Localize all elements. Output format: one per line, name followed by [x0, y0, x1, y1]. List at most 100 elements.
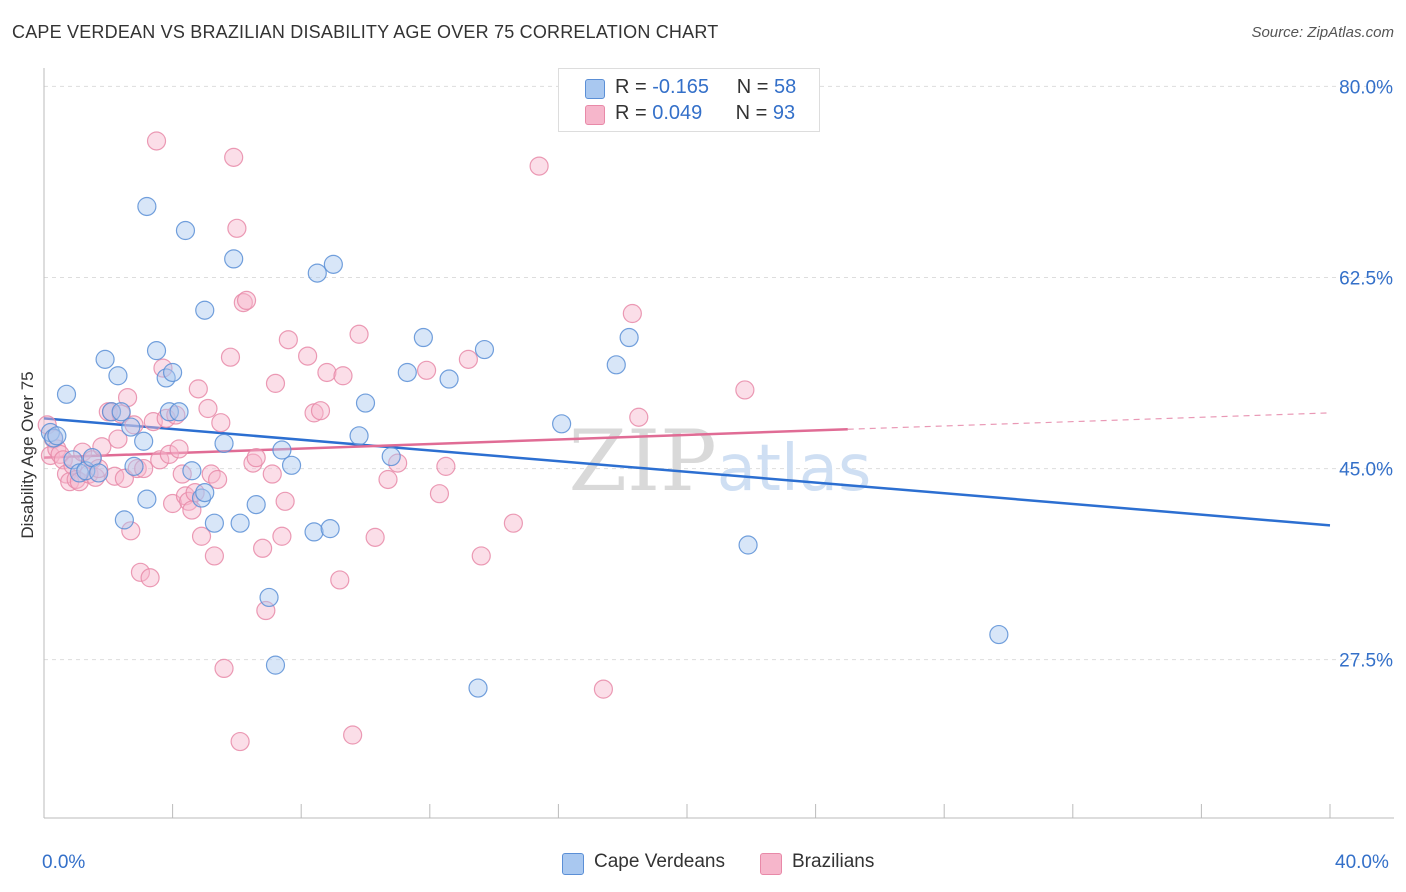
brazilian-point: [265, 373, 286, 393]
legend-r-label: R =: [615, 76, 647, 98]
cape-verdean-point: [349, 426, 369, 446]
cape-verdean-point: [114, 510, 134, 530]
watermark-atlas: atlas: [717, 432, 872, 506]
cape-verdean-point: [474, 339, 495, 360]
cape-verdean-point: [204, 513, 224, 533]
cape-verdean-point: [397, 362, 417, 383]
cape-verdean-point: [989, 624, 1009, 645]
cape-verdean-point: [606, 355, 626, 375]
cape-verdean-point: [281, 455, 302, 475]
cape-verdean-point: [134, 431, 154, 451]
brazilian-point: [429, 484, 450, 504]
legend-r-value: 0.049: [652, 102, 703, 124]
brazilian-point: [211, 413, 231, 433]
cape-verdean-point: [137, 196, 157, 217]
y-tick-labels: 27.5% 45.0% 62.5% 80.0%: [1339, 77, 1393, 671]
brazilian-trend-extension: [847, 412, 1331, 430]
brazilian-point: [471, 546, 491, 566]
watermark-zip: ZIP: [569, 412, 717, 510]
brazilian-point: [243, 453, 263, 473]
legend-n-label: N =: [735, 102, 768, 124]
brazilian-point: [416, 360, 437, 380]
x-tick-label-max: 40.0%: [1335, 852, 1389, 873]
brazilian-point: [53, 450, 73, 470]
cape-verdean-point: [191, 488, 212, 508]
brazilian-point: [214, 658, 234, 679]
brazilian-point: [378, 469, 398, 490]
brazilian-point: [349, 324, 369, 344]
brazilian-point: [529, 156, 549, 176]
grid-lines: [44, 85, 1394, 661]
brazilian-point: [233, 292, 253, 313]
source-credit: Source: ZipAtlas.com: [1251, 24, 1394, 41]
y-tick-label: 27.5%: [1339, 651, 1393, 672]
cape-verdean-point: [468, 678, 488, 698]
legend-label-brazilians: Brazilians: [792, 851, 875, 872]
brazilian-point: [333, 366, 353, 386]
legend-swatch-brazilians: [760, 853, 782, 875]
brazilian-point: [458, 349, 478, 369]
cape-verdean-trend-line: [43, 417, 1331, 527]
cape-verdean-point: [56, 384, 77, 404]
cape-verdean-point: [738, 535, 758, 555]
cape-verdean-point: [355, 393, 376, 413]
brazilian-point: [121, 521, 141, 541]
cape-verdean-point: [124, 456, 144, 476]
brazilian-point: [159, 444, 179, 464]
cape-verdean-point: [320, 519, 340, 539]
cape-verdean-point: [175, 220, 196, 241]
brazilian-point: [593, 679, 614, 699]
brazilian-point: [124, 415, 144, 435]
cape-verdean-point: [230, 513, 250, 533]
cape-verdean-point: [101, 402, 122, 422]
cape-verdean-point: [272, 440, 292, 460]
cape-verdean-point: [413, 327, 433, 348]
legend-swatch-brazilians: [585, 105, 605, 125]
cape-verdean-point: [89, 463, 109, 483]
watermark: ZIPatlas: [569, 412, 872, 510]
cape-verdean-point: [137, 489, 157, 509]
brazilian-point: [227, 218, 247, 238]
cape-verdean-point: [95, 349, 115, 369]
brazilian-point: [169, 439, 189, 459]
brazilian-point: [246, 448, 266, 468]
brazilian-point: [127, 458, 147, 479]
cape-verdean-point: [381, 446, 401, 467]
data-points: [37, 131, 1009, 752]
cape-verdean-point: [121, 417, 141, 437]
cape-verdean-point: [159, 402, 179, 422]
chart-title: CAPE VERDEAN VS BRAZILIAN DISABILITY AGE…: [12, 22, 719, 42]
cape-verdean-point: [552, 414, 572, 434]
legend-r-value: -0.165: [652, 76, 709, 98]
brazilian-point: [236, 290, 257, 311]
legend-n-label: N =: [736, 76, 769, 98]
y-tick-label: 45.0%: [1339, 460, 1393, 481]
brazilian-point: [436, 456, 456, 476]
cape-verdean-point: [169, 402, 189, 422]
brazilian-point: [224, 147, 244, 167]
cape-verdean-point: [214, 433, 234, 454]
cape-verdean-point: [307, 263, 327, 283]
brazilian-point: [47, 439, 67, 459]
brazilian-point: [72, 442, 93, 462]
brazilian-point: [622, 303, 642, 324]
axes: [43, 68, 1394, 819]
brazilian-point: [230, 731, 250, 752]
brazilian-point: [298, 346, 318, 366]
brazilian-point: [629, 407, 649, 427]
cape-verdean-point: [195, 482, 215, 503]
brazilian-point: [204, 546, 224, 566]
cape-verdean-point: [146, 341, 167, 361]
brazilian-point: [117, 387, 138, 408]
cape-verdean-point: [182, 461, 202, 481]
brazilian-point: [191, 526, 212, 546]
brazilian-point: [503, 513, 523, 533]
cape-verdean-point: [111, 402, 131, 422]
brazilian-point: [343, 725, 363, 745]
brazilian-point: [735, 380, 755, 400]
cape-verdean-point: [195, 300, 215, 320]
legend-swatch-cape-verdeans: [562, 853, 584, 875]
cape-verdean-point: [47, 426, 67, 446]
legend-r-label: R =: [615, 102, 647, 124]
brazilian-point: [275, 491, 295, 511]
